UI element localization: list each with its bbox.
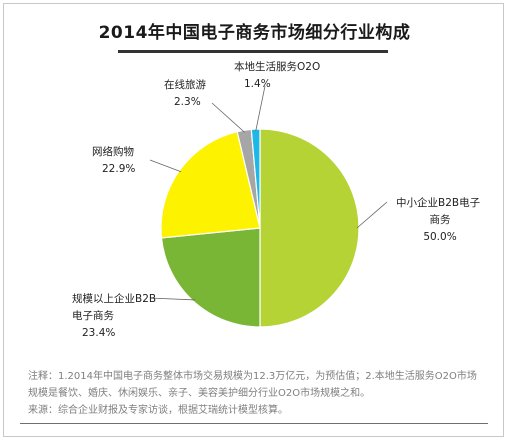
footnote-line-2: 规模是餐饮、婚庆、休闲娱乐、亲子、美容美护细分行业O2O市场规模之和。 (28, 388, 371, 399)
leader-line (149, 159, 182, 173)
slice-label: 在线旅游 2.3% (164, 78, 206, 108)
slice-label: 规模以上企业B2B 电子商务 23.4% (72, 292, 156, 339)
pie-slice (250, 128, 261, 229)
footnote-line-1: 注释：1.2014年中国电子商务整体市场交易规模为12.3万亿元，为预估值；2.… (28, 371, 477, 382)
source-line: 来源：综合企业财报及专家访谈，根据艾瑞统计模型核算。 (28, 405, 288, 416)
pie-slice (160, 130, 261, 239)
leader-line (211, 102, 245, 133)
pie-slice (259, 128, 360, 328)
slice-label: 本地生活服务O2O 1.4% (234, 60, 320, 90)
leader-line (255, 85, 266, 132)
footnote: 注释：1.2014年中国电子商务整体市场交易规模为12.3万亿元，为预估值；2.… (28, 368, 490, 419)
slice-label: 中小企业B2B电子商务 50.0% (396, 196, 480, 243)
leader-line (149, 297, 195, 301)
chart-title: 2014年中国电子商务市场细分行业构成 (98, 23, 411, 43)
bottom-divider (20, 423, 488, 424)
leader-line (356, 201, 388, 229)
title-underline (118, 50, 388, 53)
slice-label: 网络购物 22.9% (92, 145, 135, 175)
pie-slice (160, 227, 261, 328)
